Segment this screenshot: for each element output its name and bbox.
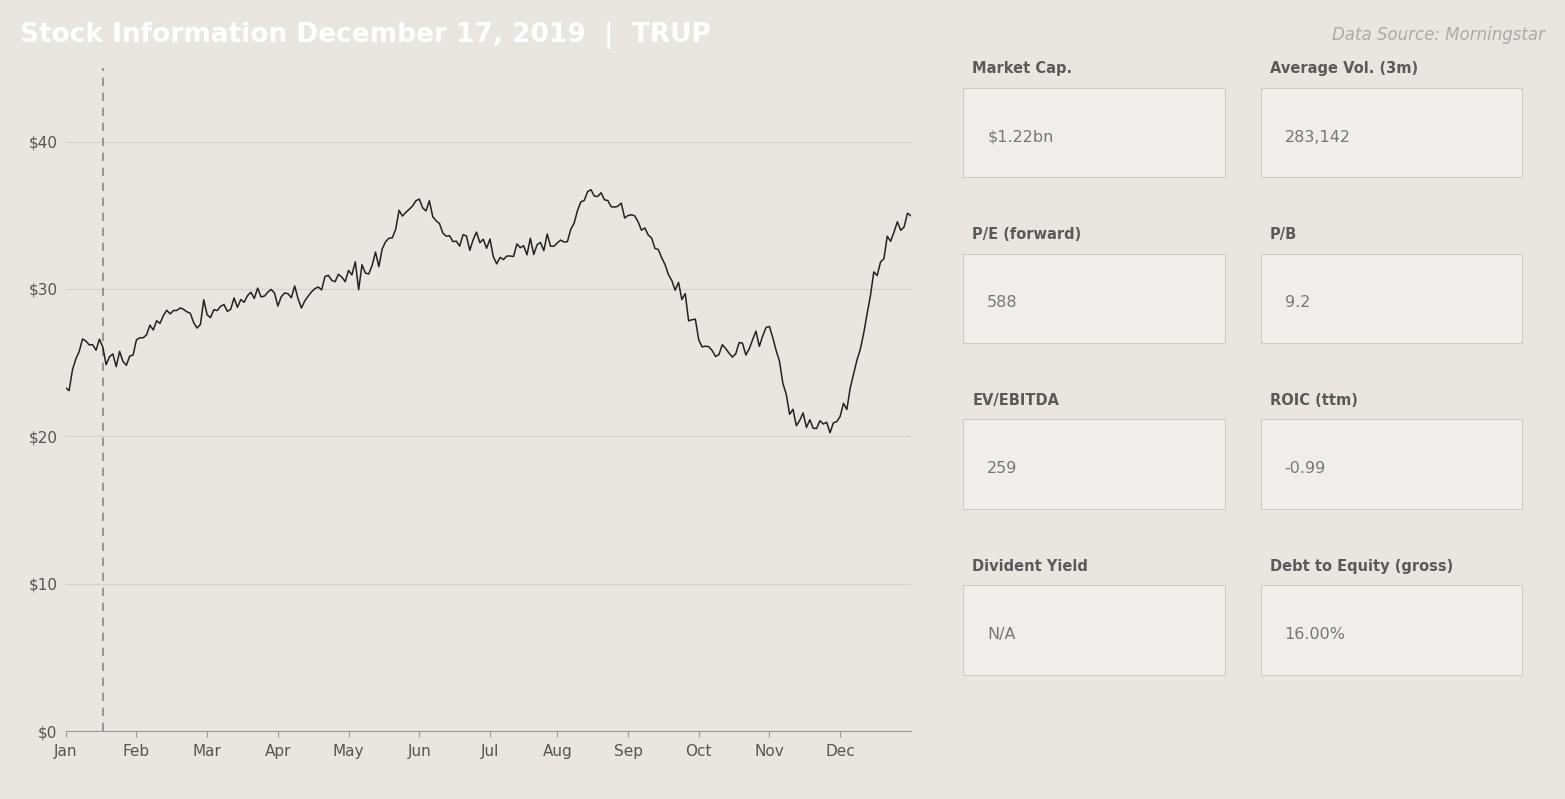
Text: ROIC (ttm): ROIC (ttm) [1269, 393, 1357, 407]
FancyBboxPatch shape [964, 585, 1225, 674]
Text: Market Cap.: Market Cap. [972, 62, 1072, 76]
FancyBboxPatch shape [964, 253, 1225, 343]
Text: EV/EBITDA: EV/EBITDA [972, 393, 1060, 407]
Text: Divident Yield: Divident Yield [972, 559, 1088, 574]
Text: 9.2: 9.2 [1285, 296, 1310, 310]
Text: $1.22bn: $1.22bn [988, 129, 1053, 145]
Text: 259: 259 [988, 461, 1017, 476]
FancyBboxPatch shape [1261, 253, 1523, 343]
FancyBboxPatch shape [1261, 419, 1523, 509]
Text: P/B: P/B [1269, 227, 1297, 242]
Text: Debt to Equity (gross): Debt to Equity (gross) [1269, 559, 1452, 574]
Text: Stock Information December 17, 2019  |  TRUP: Stock Information December 17, 2019 | TR… [20, 22, 711, 49]
Text: P/E (forward): P/E (forward) [972, 227, 1081, 242]
Text: 588: 588 [988, 296, 1017, 310]
Text: 16.00%: 16.00% [1285, 627, 1346, 642]
FancyBboxPatch shape [964, 88, 1225, 177]
Text: 283,142: 283,142 [1285, 129, 1351, 145]
FancyBboxPatch shape [1261, 585, 1523, 674]
FancyBboxPatch shape [964, 419, 1225, 509]
FancyBboxPatch shape [1261, 88, 1523, 177]
Text: -0.99: -0.99 [1285, 461, 1326, 476]
Text: N/A: N/A [988, 627, 1016, 642]
Text: Average Vol. (3m): Average Vol. (3m) [1269, 62, 1418, 76]
Text: Data Source: Morningstar: Data Source: Morningstar [1332, 26, 1545, 44]
